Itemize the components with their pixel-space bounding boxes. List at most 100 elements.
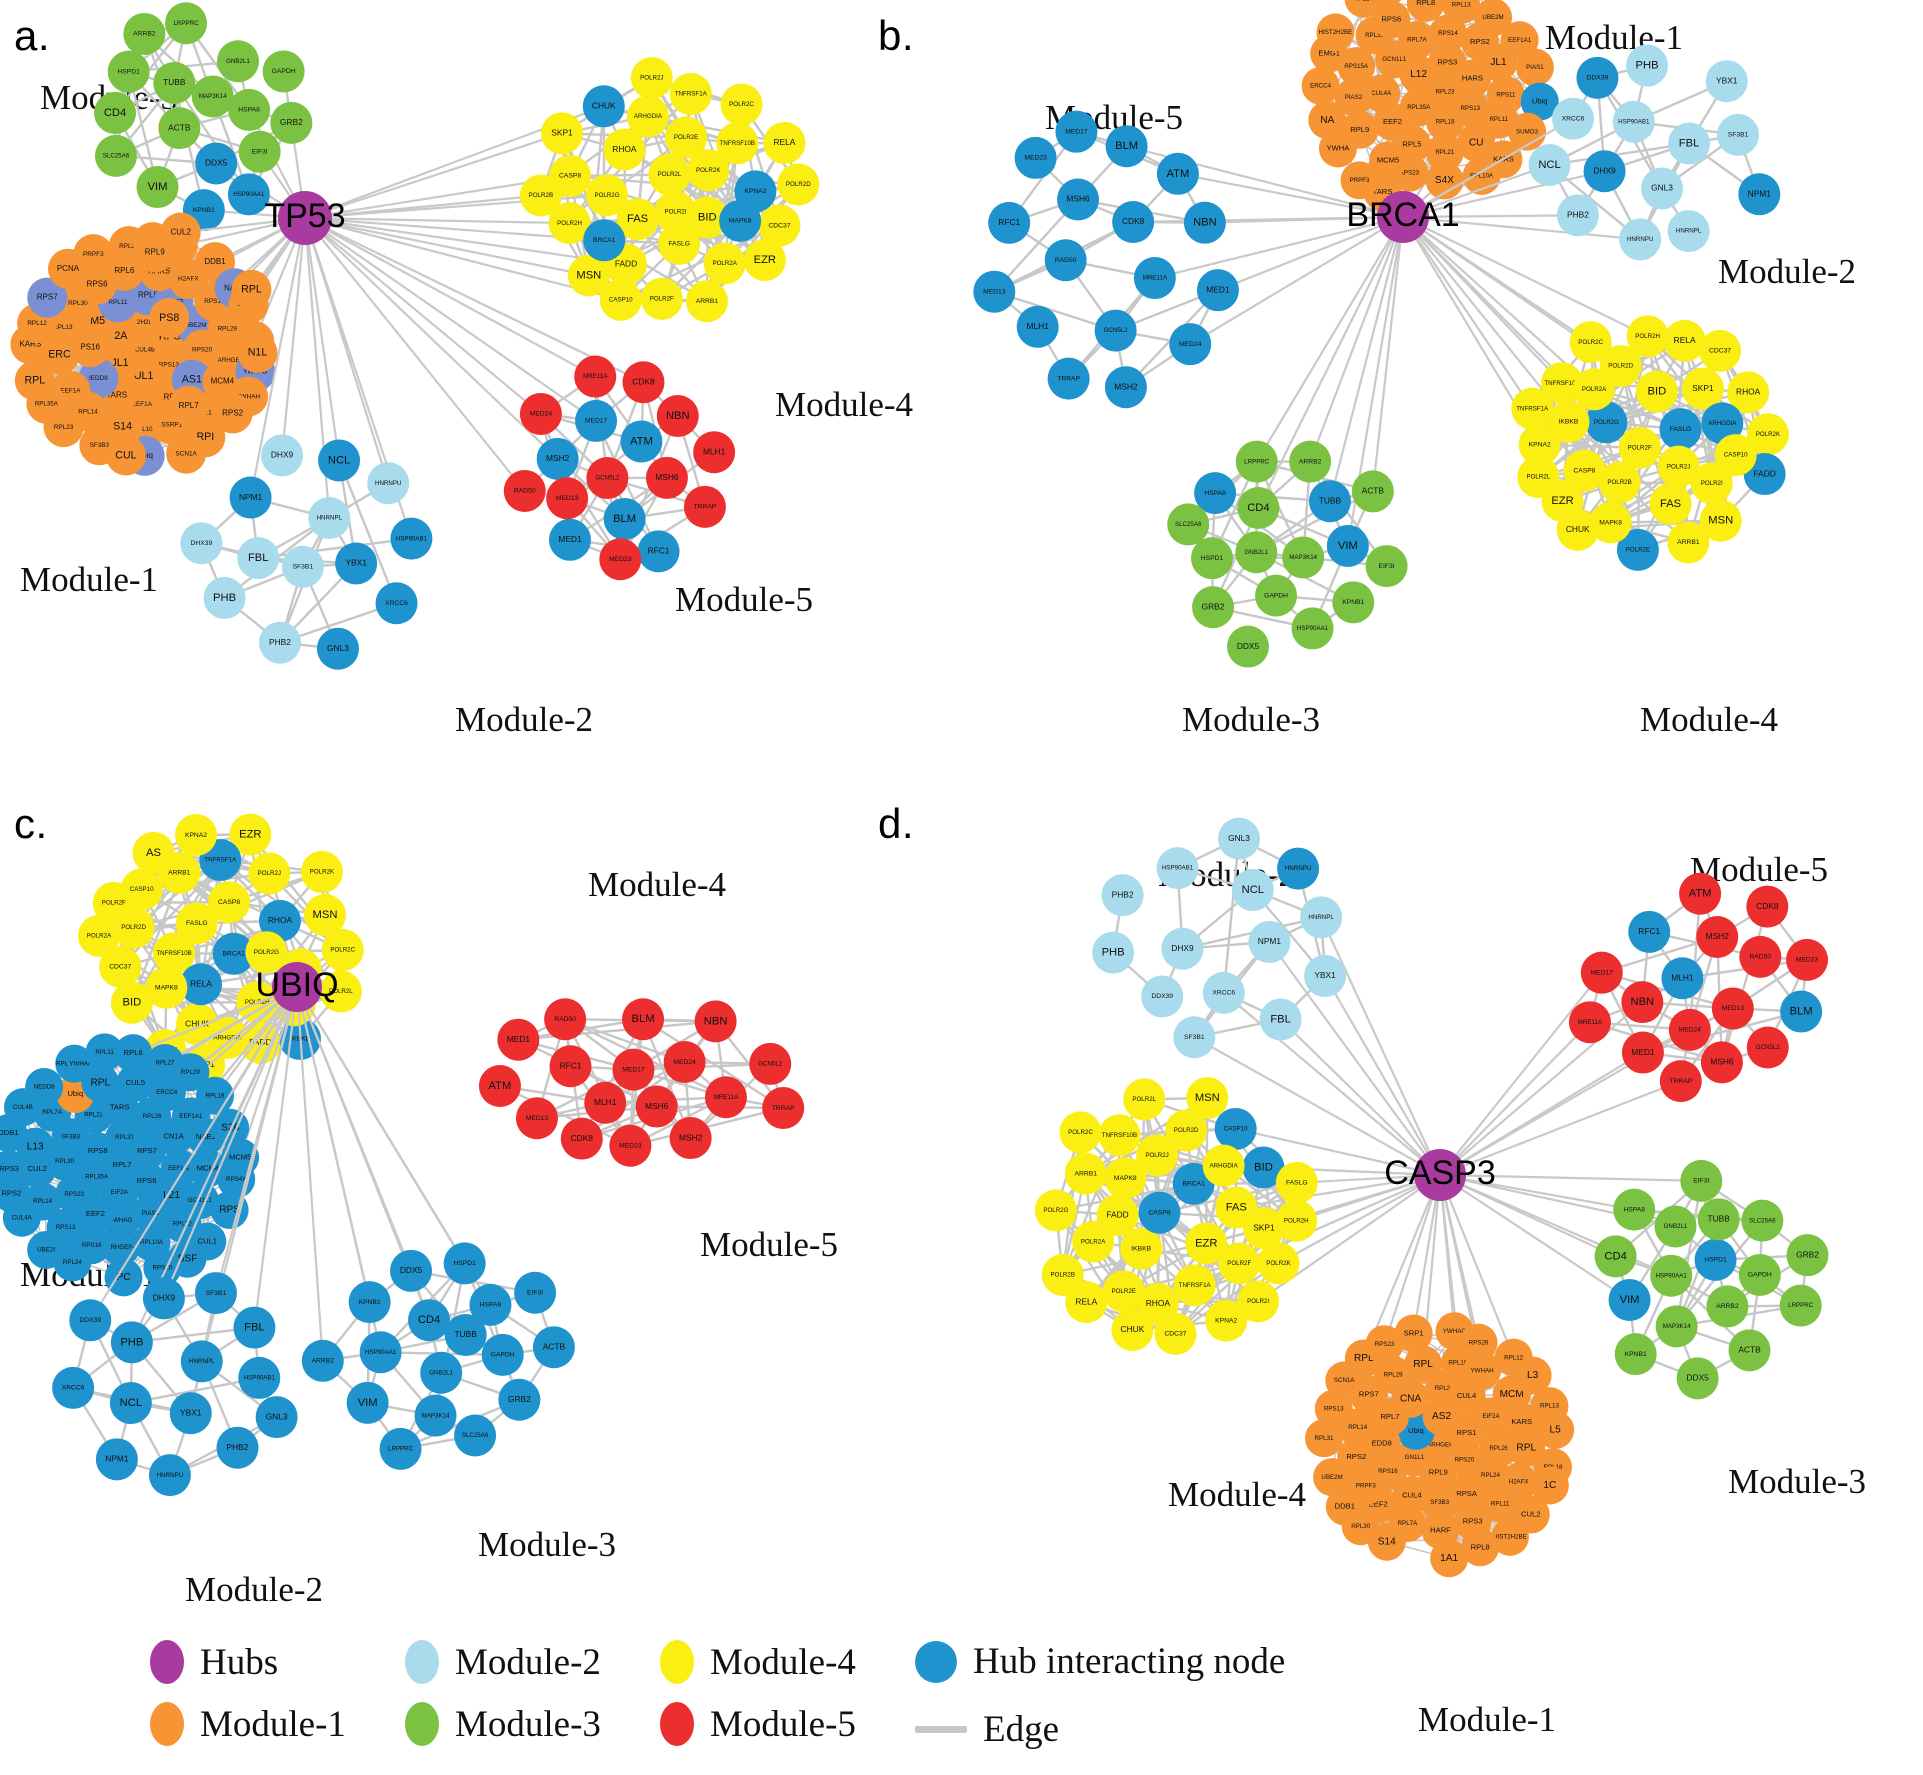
network-node[interactable]: KPNA2 (174, 813, 217, 856)
network-node[interactable]: FASLG (175, 902, 218, 945)
network-node[interactable]: POLR2C (1569, 321, 1612, 364)
hub-node[interactable]: BRCA1 (1346, 191, 1460, 243)
network-node[interactable]: DHX39 (180, 522, 223, 565)
network-node[interactable]: EIF3I (238, 130, 281, 173)
network-node[interactable]: RHOA (1136, 1282, 1179, 1325)
network-node[interactable]: TRRAP (762, 1086, 805, 1129)
network-node[interactable]: DDX5 (195, 142, 238, 185)
network-node[interactable]: CDC37 (1699, 329, 1742, 372)
network-node[interactable]: ERCC4 (1301, 66, 1340, 105)
network-node[interactable]: DDX39 (69, 1299, 112, 1342)
network-node[interactable]: RFC1 (549, 1045, 592, 1088)
network-node[interactable]: CASP10 (1214, 1107, 1257, 1150)
network-node[interactable]: MAP3K14 (1655, 1305, 1698, 1348)
network-node[interactable]: RPS23 (55, 1175, 94, 1214)
network-node[interactable]: MRE11A (704, 1076, 747, 1119)
network-node[interactable]: HSPD1 (107, 50, 150, 93)
network-node[interactable]: CDK8 (622, 361, 665, 404)
network-node[interactable]: MED1 (548, 518, 591, 561)
network-node[interactable]: UBE2I (27, 1230, 66, 1269)
network-node[interactable]: GAPDH (1255, 574, 1298, 617)
network-node[interactable]: PHB (1092, 931, 1135, 974)
network-node[interactable]: GNB2L1 (1654, 1205, 1697, 1248)
network-node[interactable]: MSH6 (645, 456, 688, 499)
network-node[interactable]: ACTB (1351, 470, 1394, 513)
network-node[interactable]: XRCC6 (375, 582, 418, 625)
hub-node[interactable]: UBIQ (255, 962, 339, 1012)
network-node[interactable]: ARRB2 (123, 12, 166, 55)
network-node[interactable]: TNFRSF10B (1098, 1114, 1141, 1157)
network-node[interactable]: MED24 (1169, 323, 1212, 366)
network-node[interactable]: ACTB (158, 107, 201, 150)
network-node[interactable]: POLR2K (300, 850, 343, 893)
network-node[interactable]: CD4 (1237, 486, 1280, 529)
network-node[interactable]: POLR2C (1059, 1111, 1102, 1154)
network-node[interactable]: GNB2L1 (1235, 531, 1278, 574)
network-node[interactable]: GNB2L1 (420, 1351, 463, 1394)
network-node[interactable]: N1L (237, 332, 278, 373)
network-node[interactable]: CDK8 (560, 1117, 603, 1160)
network-node[interactable]: DHX9 (1583, 150, 1626, 193)
network-node[interactable]: MED1 (1196, 269, 1239, 312)
network-node[interactable]: CHUK (1556, 508, 1599, 551)
network-node[interactable]: AS (132, 831, 175, 874)
network-node[interactable]: NCL (318, 439, 361, 482)
network-node[interactable]: MED13 (1711, 987, 1754, 1030)
network-node[interactable]: YBX1 (169, 1392, 212, 1435)
network-node[interactable]: SLC25A6 (94, 134, 137, 177)
network-node[interactable]: SF3B1 (281, 545, 324, 588)
network-node[interactable]: 1A1 (1430, 1539, 1469, 1578)
network-node[interactable]: MED17 (1580, 951, 1623, 994)
network-node[interactable]: RAD50 (544, 998, 587, 1041)
network-node[interactable]: MSH2 (1104, 366, 1147, 409)
network-node[interactable]: GCN5L2 (586, 457, 629, 500)
network-node[interactable]: DDX5 (1676, 1357, 1719, 1400)
network-node[interactable]: POLR2J (1657, 445, 1700, 488)
network-node[interactable]: GAPDH (1738, 1253, 1781, 1296)
network-node[interactable]: MED24 (1668, 1008, 1711, 1051)
network-node[interactable]: POLR2A (1573, 368, 1616, 411)
network-node[interactable]: NBN (656, 394, 699, 437)
network-node[interactable]: KPNB1 (348, 1281, 391, 1324)
network-node[interactable]: HSPD1 (1694, 1238, 1737, 1281)
network-node[interactable]: PHB2 (216, 1426, 259, 1469)
network-node[interactable]: CD4 (1594, 1235, 1637, 1278)
network-node[interactable]: SKP1 (541, 112, 584, 155)
network-node[interactable]: RPL7 (168, 385, 209, 426)
network-node[interactable]: MED17 (612, 1048, 655, 1091)
network-node[interactable]: MRE11A (574, 355, 617, 398)
network-node[interactable]: YBX1 (1705, 60, 1748, 103)
network-node[interactable]: NPM1 (95, 1438, 138, 1481)
network-node[interactable]: NCL (109, 1382, 152, 1425)
network-node[interactable]: CASP10 (599, 278, 642, 321)
network-node[interactable]: BLM (603, 497, 646, 540)
network-node[interactable]: FASLG (1659, 408, 1702, 451)
network-node[interactable]: NPM1 (1248, 920, 1291, 963)
network-node[interactable]: GNL3 (1218, 817, 1261, 860)
network-node[interactable]: POLR2L (648, 153, 691, 196)
network-node[interactable]: GCN5L2 (1094, 309, 1137, 352)
network-node[interactable]: POLR2L (1517, 456, 1560, 499)
network-node[interactable]: POLR2F (640, 277, 683, 320)
network-node[interactable]: FBL (233, 1306, 276, 1349)
network-node[interactable]: MAP3K14 (414, 1394, 457, 1437)
network-node[interactable]: MLH1 (1016, 305, 1059, 348)
network-node[interactable]: EZR (743, 239, 786, 282)
network-node[interactable]: TNFRSF1A (1173, 1264, 1216, 1307)
network-node[interactable]: CDK8 (1746, 885, 1789, 928)
network-node[interactable]: TUBB (153, 62, 196, 105)
network-node[interactable]: TNFRSF1A (669, 72, 712, 115)
network-node[interactable]: PHB2 (1556, 194, 1599, 237)
network-node[interactable]: RELA (1663, 319, 1706, 362)
network-node[interactable]: MED23 (609, 1124, 652, 1167)
network-node[interactable]: DDX5 (390, 1249, 433, 1292)
network-node[interactable]: GRB2 (270, 101, 313, 144)
network-node[interactable]: POLR2G (1034, 1189, 1077, 1232)
network-node[interactable]: DHX9 (261, 434, 304, 477)
network-node[interactable]: RAD50 (1044, 239, 1087, 282)
network-node[interactable]: BRCA1 (583, 219, 626, 262)
network-node[interactable]: CDK8 (1112, 200, 1155, 243)
network-node[interactable]: LRPPRC (165, 2, 208, 45)
network-node[interactable]: HSP90AB1 (1612, 100, 1655, 143)
network-node[interactable]: ATM (478, 1064, 521, 1107)
